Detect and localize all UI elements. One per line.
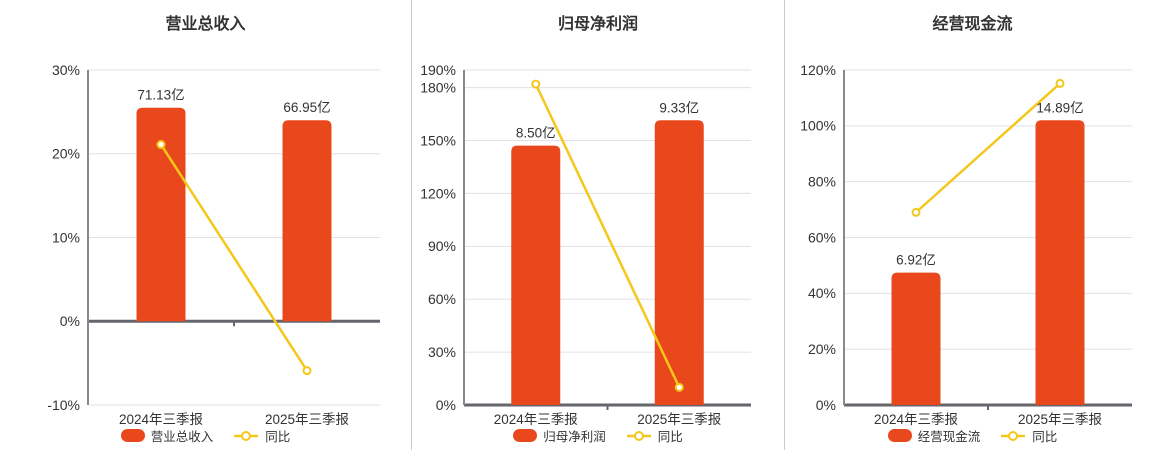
- chart-title-revenue: 营业总收入: [165, 16, 246, 33]
- bar-value-label: 14.89亿: [1036, 100, 1083, 115]
- legend-line-marker-icon[interactable]: [626, 429, 652, 443]
- x-category-label[interactable]: 2025年三季报: [637, 412, 721, 427]
- y-tick-label: 40%: [808, 285, 836, 301]
- yoy-marker[interactable]: [1055, 78, 1065, 88]
- chart-plot-revenue: 30% 20% 10% 0% -10% 71.13亿 66.95亿 2024年三季报 2025年…: [47, 62, 380, 427]
- bar[interactable]: [136, 107, 186, 322]
- bar[interactable]: [654, 120, 704, 405]
- yoy-marker[interactable]: [531, 79, 541, 89]
- legend-line-marker-icon[interactable]: [233, 429, 259, 443]
- bar[interactable]: [511, 145, 561, 405]
- legend-bar-swatch[interactable]: [120, 429, 145, 442]
- chart-plot-cash-flow: 120% 100% 80% 60% 40% 20% 0% 6.92亿 14.89亿 2024年三季…: [800, 62, 1132, 427]
- yoy-line[interactable]: [914, 82, 1062, 214]
- legend-net-profit: 归母净利润 同比: [412, 426, 784, 445]
- legend-bar-label[interactable]: 经营现金流: [917, 430, 981, 444]
- bar-value-label: 66.95亿: [283, 100, 330, 115]
- legend-line-marker-icon[interactable]: [1000, 429, 1026, 443]
- y-tick-label: 150%: [420, 132, 456, 148]
- x-category-label[interactable]: 2024年三季报: [874, 412, 958, 427]
- y-tick-label: 80%: [808, 174, 836, 190]
- bar-value-label: 71.13亿: [137, 88, 184, 103]
- legend-line-label[interactable]: 同比: [1032, 430, 1058, 444]
- bar-value-label: 9.33亿: [659, 100, 699, 115]
- bar[interactable]: [282, 120, 332, 322]
- yoy-marker[interactable]: [302, 366, 312, 376]
- y-tick-label: 0%: [60, 313, 80, 329]
- legend-line-label[interactable]: 同比: [265, 430, 291, 444]
- y-tick-label: 20%: [52, 146, 80, 162]
- chart-net-profit: 归母净利润 190% 180% 150% 120% 90% 60% 30% 0% 8.50亿 9.…: [411, 0, 784, 450]
- y-tick-label: 60%: [808, 229, 836, 245]
- chart-plot-net-profit: 190% 180% 150% 120% 90% 60% 30% 0% 8.50亿 9.33亿 202…: [420, 62, 751, 427]
- bar[interactable]: [891, 272, 941, 405]
- bar[interactable]: [1035, 120, 1085, 405]
- y-tick-label: 120%: [800, 62, 836, 78]
- legend-bar-label[interactable]: 归母净利润: [543, 430, 606, 444]
- y-tick-label: 0%: [816, 397, 836, 413]
- legend-line-label[interactable]: 同比: [657, 430, 683, 444]
- legend-revenue: 营业总收入 同比: [0, 426, 411, 445]
- bar-value-label: 8.50亿: [516, 126, 556, 141]
- y-tick-label: 10%: [52, 229, 80, 245]
- legend-bar-label[interactable]: 营业总收入: [150, 430, 214, 444]
- y-tick-label: -10%: [47, 397, 80, 413]
- legend-cash-flow: 经营现金流 同比: [785, 426, 1160, 445]
- chart-title-cash-flow: 经营现金流: [932, 16, 1013, 33]
- yoy-marker[interactable]: [156, 140, 166, 150]
- y-tick-label: 30%: [428, 344, 456, 360]
- y-tick-label: 30%: [52, 62, 80, 78]
- x-category-label[interactable]: 2024年三季报: [119, 412, 203, 427]
- y-tick-label: 120%: [420, 185, 456, 201]
- bar-value-label: 6.92亿: [896, 253, 936, 268]
- x-category-label[interactable]: 2024年三季报: [494, 412, 578, 427]
- chart-revenue: 营业总收入 30% 20% 10% 0% -10% 71.13亿 66.95亿 2024年三季…: [0, 0, 411, 450]
- y-tick-label: 190%: [420, 62, 456, 78]
- x-category-label[interactable]: 2025年三季报: [1018, 412, 1102, 427]
- yoy-marker[interactable]: [911, 207, 921, 217]
- yoy-line[interactable]: [159, 143, 309, 372]
- y-tick-label: 100%: [800, 118, 836, 134]
- yoy-marker[interactable]: [674, 382, 684, 392]
- y-tick-label: 0%: [436, 397, 456, 413]
- y-tick-label: 180%: [420, 80, 456, 96]
- y-tick-label: 20%: [808, 341, 836, 357]
- yoy-line[interactable]: [534, 82, 681, 389]
- y-tick-label: 60%: [428, 291, 456, 307]
- chart-cash-flow: 经营现金流 120% 100% 80% 60% 40% 20% 0% 6.92亿 14.89亿 2…: [784, 0, 1160, 450]
- x-category-label[interactable]: 2025年三季报: [265, 412, 349, 427]
- chart-title-net-profit: 归母净利润: [557, 16, 638, 33]
- legend-bar-swatch[interactable]: [887, 429, 912, 442]
- legend-bar-swatch[interactable]: [513, 429, 538, 442]
- y-tick-label: 90%: [428, 238, 456, 254]
